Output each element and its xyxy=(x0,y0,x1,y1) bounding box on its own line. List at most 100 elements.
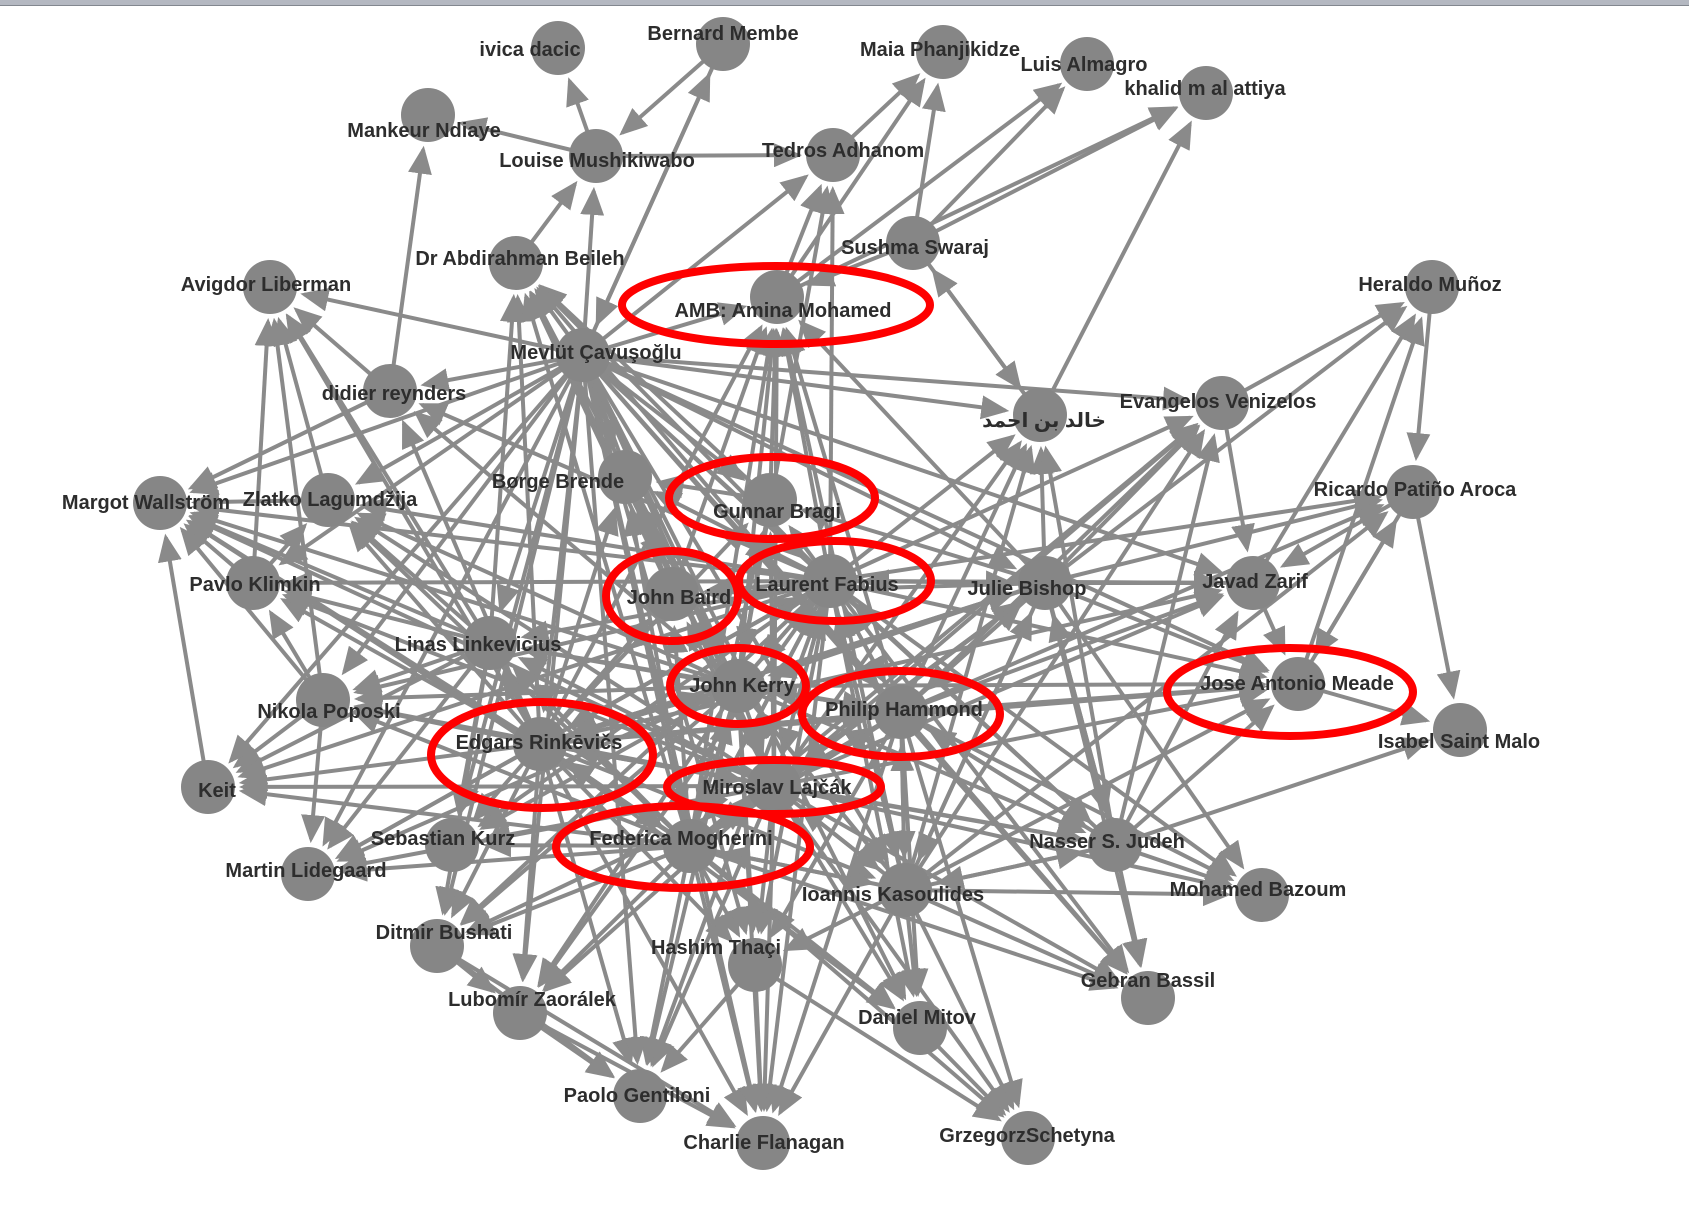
graph-node[interactable] xyxy=(806,128,860,182)
graph-node[interactable] xyxy=(750,270,804,324)
graph-node[interactable] xyxy=(301,473,355,527)
graph-node[interactable] xyxy=(410,919,464,973)
graph-node[interactable] xyxy=(463,616,517,670)
graph-node[interactable] xyxy=(401,88,455,142)
graph-edge xyxy=(582,353,1010,420)
graph-node[interactable] xyxy=(1433,703,1487,757)
node-label: Philip Hammond xyxy=(825,699,983,721)
node-label: Keit xyxy=(198,780,236,802)
node-label: Nikola Poposki xyxy=(257,701,400,723)
graph-node[interactable] xyxy=(489,236,543,290)
graph-edge xyxy=(828,579,1130,974)
graph-edge xyxy=(327,641,492,850)
graph-edge xyxy=(228,353,585,764)
graph-node[interactable] xyxy=(1271,657,1325,711)
graph-edge xyxy=(158,533,210,788)
node-label: Daniel Mitov xyxy=(858,1007,977,1029)
graph-node[interactable] xyxy=(226,556,280,610)
graph-node[interactable] xyxy=(425,818,479,872)
graph-node[interactable] xyxy=(613,1069,667,1123)
graph-edge xyxy=(335,579,831,859)
graph-node[interactable] xyxy=(916,25,970,79)
graph-node[interactable] xyxy=(663,819,717,873)
graph-node[interactable] xyxy=(1121,971,1175,1025)
node-label: Sushma Swaraj xyxy=(841,237,989,259)
graph-node[interactable] xyxy=(1060,37,1114,91)
graph-edge xyxy=(581,353,746,482)
graph-node[interactable] xyxy=(736,1116,790,1170)
graph-node[interactable] xyxy=(645,567,699,621)
graph-node[interactable] xyxy=(803,554,857,608)
graph-node[interactable] xyxy=(874,685,928,739)
node-label: Margot Wallström xyxy=(62,492,230,514)
graph-node[interactable] xyxy=(696,17,750,71)
graph-node[interactable] xyxy=(598,450,652,504)
graph-edge xyxy=(300,287,584,357)
graph-edge xyxy=(581,354,648,1066)
graph-node[interactable] xyxy=(531,21,585,75)
graph-edge xyxy=(179,526,325,702)
graph-node[interactable] xyxy=(296,673,350,727)
graph-edge xyxy=(595,43,725,327)
node-label: ivica dacic xyxy=(479,39,580,61)
graph-node[interactable] xyxy=(878,863,932,917)
graph-node[interactable] xyxy=(569,129,623,183)
graph-node[interactable] xyxy=(1405,260,1459,314)
graph-node[interactable] xyxy=(243,260,297,314)
highlight-ellipse xyxy=(735,537,935,625)
graph-node[interactable] xyxy=(1226,556,1280,610)
graph-edge xyxy=(496,354,585,614)
graph-node[interactable] xyxy=(133,476,187,530)
graph-node[interactable] xyxy=(743,473,797,527)
node-label: Pavlo Klimkin xyxy=(189,574,320,596)
graph-node[interactable] xyxy=(886,216,940,270)
node-label: Gebran Bassil xyxy=(1081,970,1216,992)
graph-edge xyxy=(904,698,1271,892)
graph-edge xyxy=(459,579,832,925)
graph-node[interactable] xyxy=(493,986,547,1040)
node-label: GrzegorzSchetyna xyxy=(939,1125,1115,1147)
node-label: Maia Phanjikidze xyxy=(860,39,1020,61)
node-label: John Kerry xyxy=(689,675,795,697)
graph-node[interactable] xyxy=(747,759,801,813)
node-label: Jose Antonio Meade xyxy=(1200,673,1394,695)
graph-edge xyxy=(1221,301,1405,405)
node-label: Avigdor Liberman xyxy=(181,274,351,296)
graph-node[interactable] xyxy=(363,364,417,418)
node-label: Federica Mogherini xyxy=(589,828,772,850)
graph-node[interactable] xyxy=(1386,465,1440,519)
graph-node[interactable] xyxy=(556,328,610,382)
node-label: Bernard Membe xyxy=(647,23,798,45)
graph-node[interactable] xyxy=(711,659,765,713)
graph-node[interactable] xyxy=(1235,868,1289,922)
graph-edge xyxy=(1113,704,1275,847)
graph-node[interactable] xyxy=(281,847,335,901)
graph-edge xyxy=(762,327,787,501)
node-label: Charlie Flanagan xyxy=(683,1132,844,1154)
graph-edge xyxy=(488,293,524,644)
node-label: Ditmir Bushati xyxy=(376,922,513,944)
graph-edge xyxy=(639,845,692,1066)
graph-edge xyxy=(538,742,896,1010)
graph-node[interactable] xyxy=(513,717,567,771)
graph-node[interactable] xyxy=(1195,376,1249,430)
graph-node[interactable] xyxy=(1001,1111,1055,1165)
graph-edge xyxy=(642,685,740,1066)
graph-node[interactable] xyxy=(1179,66,1233,120)
node-label: Paolo Gentiloni xyxy=(564,1085,711,1107)
graph-edge xyxy=(775,82,1063,299)
graph-edge xyxy=(904,888,1120,986)
node-label: Børge Brende xyxy=(492,471,624,493)
graph-edge xyxy=(582,353,1224,576)
graph-node[interactable] xyxy=(1018,556,1072,610)
node-label: Julie Bishop xyxy=(968,578,1087,600)
graph-edge xyxy=(649,580,832,1067)
node-label: Isabel Saint Malo xyxy=(1378,731,1540,753)
graph-node[interactable] xyxy=(728,938,782,992)
graph-node[interactable] xyxy=(1088,818,1142,872)
graph-node[interactable] xyxy=(1013,388,1067,442)
graph-node[interactable] xyxy=(181,760,235,814)
graph-node[interactable] xyxy=(893,1001,947,1055)
graph-edge xyxy=(595,143,803,168)
graph-edge xyxy=(903,428,1206,892)
